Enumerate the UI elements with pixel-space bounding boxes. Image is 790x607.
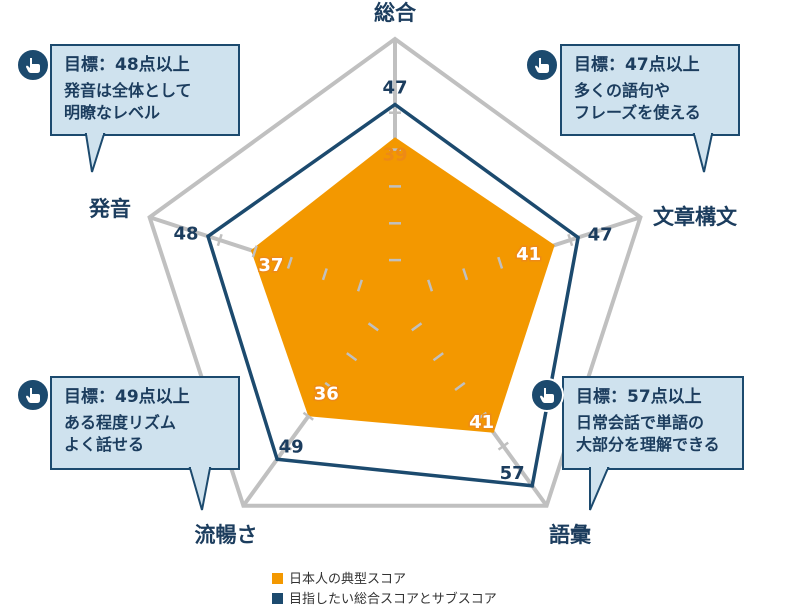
grid-tick bbox=[497, 441, 509, 451]
grid-tick bbox=[497, 256, 504, 269]
legend-swatch bbox=[272, 593, 283, 604]
grid-tick bbox=[462, 268, 469, 281]
callout-fluency: 目標：49点以上 ある程度リズム よく話せる bbox=[50, 376, 240, 470]
typical-value-label: 37 bbox=[258, 255, 283, 276]
callout-pronunciation: 目標：48点以上 発音は全体として 明瞭なレベル bbox=[50, 44, 240, 136]
callout-desc-1: 発音は全体として bbox=[64, 81, 192, 100]
callout-syntax: 目標：47点以上 多くの語句や フレーズを使える bbox=[560, 44, 740, 136]
legend-swatch bbox=[272, 573, 283, 584]
axis-label: 語彙 bbox=[549, 523, 592, 547]
target-value-label: 57 bbox=[500, 463, 525, 484]
callout-goal: 目標：57点以上 bbox=[576, 387, 702, 407]
grid-tick bbox=[432, 352, 444, 362]
grid-tick bbox=[324, 381, 336, 392]
grid-tick bbox=[367, 322, 379, 332]
grid-tick bbox=[216, 233, 223, 247]
legend-item-typical: 日本人の典型スコア bbox=[272, 568, 406, 587]
callout-desc-1: 日常会話で単語の bbox=[576, 413, 705, 432]
grid-tick bbox=[281, 441, 293, 451]
callout-goal: 目標：47点以上 bbox=[574, 55, 700, 75]
grid-tick bbox=[427, 279, 434, 292]
callout-goal: 目標：48点以上 bbox=[64, 55, 190, 75]
grid-tick bbox=[454, 381, 466, 392]
grid-tick bbox=[302, 411, 314, 421]
axis-label: 総合 bbox=[374, 1, 417, 25]
pointing-hand-icon bbox=[525, 48, 559, 82]
series-typical-area bbox=[250, 137, 555, 433]
target-value-label: 49 bbox=[279, 436, 304, 457]
target-value-label: 47 bbox=[588, 225, 613, 246]
grid-tick bbox=[346, 352, 358, 362]
target-value-label: 47 bbox=[382, 78, 407, 99]
callout-desc-1: 多くの語句や bbox=[574, 81, 671, 100]
callout-vocabulary: 目標：57点以上 日常会話で単語の 大部分を理解できる bbox=[562, 376, 744, 470]
callout-desc-2: 大部分を理解できる bbox=[576, 435, 720, 454]
grid-tick bbox=[321, 268, 328, 281]
typical-value-label: 39 bbox=[382, 144, 407, 165]
legend-item-target: 目指したい総合スコアとサブスコア bbox=[272, 588, 497, 607]
grid-tick bbox=[251, 245, 258, 258]
legend-label: 目指したい総合スコアとサブスコア bbox=[289, 592, 497, 607]
target-value-label: 48 bbox=[173, 223, 198, 244]
callout-goal: 目標：49点以上 bbox=[64, 387, 190, 407]
grid-ticks bbox=[216, 111, 574, 451]
legend-label: 日本人の典型スコア bbox=[289, 572, 407, 587]
typical-value-label: 36 bbox=[314, 383, 339, 404]
callout-desc-2: よく話せる bbox=[64, 435, 145, 454]
axis-label: 発音 bbox=[88, 197, 131, 221]
axis-label: 流暢さ bbox=[195, 523, 258, 547]
grid-tick bbox=[532, 245, 539, 258]
pointing-hand-icon bbox=[16, 378, 50, 412]
pointing-hand-icon bbox=[530, 378, 564, 412]
callout-desc-2: 明瞭なレベル bbox=[64, 103, 161, 122]
callout-desc-1: ある程度リズム bbox=[64, 413, 177, 432]
callout-desc-2: フレーズを使える bbox=[574, 103, 701, 122]
series-target-line bbox=[205, 102, 581, 488]
grid-tick bbox=[411, 322, 423, 332]
grid-tick bbox=[286, 256, 293, 269]
grid-tick bbox=[567, 233, 574, 247]
grid-tick bbox=[476, 411, 488, 421]
typical-value-label: 41 bbox=[469, 412, 494, 433]
grid-outer-pentagon bbox=[147, 36, 643, 508]
typical-value-label: 41 bbox=[516, 244, 541, 265]
grid-tick bbox=[356, 279, 363, 292]
pointing-hand-icon bbox=[16, 48, 50, 82]
axis-label: 文章構文 bbox=[653, 205, 738, 229]
